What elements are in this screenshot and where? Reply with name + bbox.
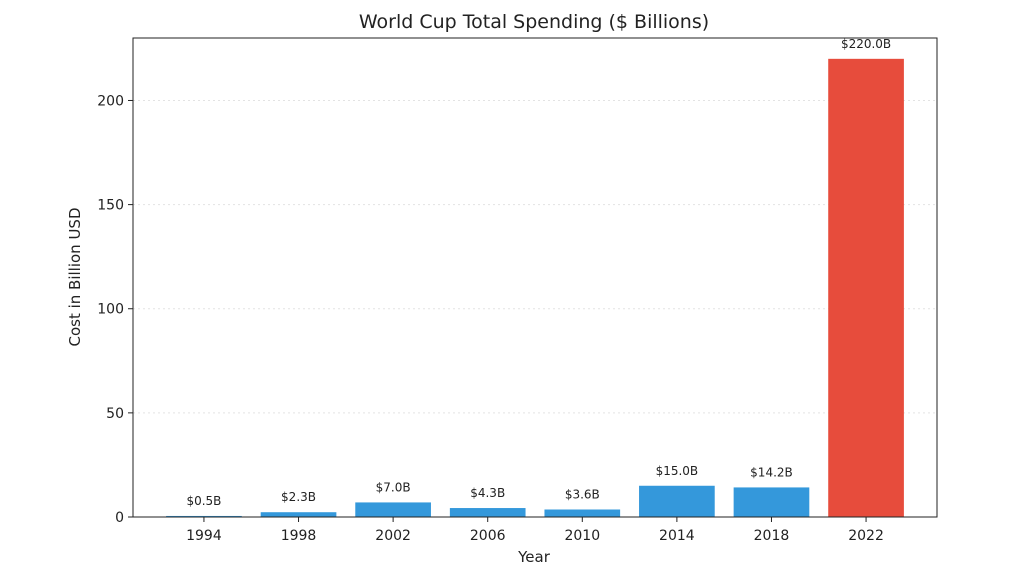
data-label-2006: $4.3B — [470, 486, 505, 500]
x-tick-label-2002: 2002 — [375, 528, 411, 544]
x-axis-ticks: 1994 1998 2002 2006 2010 2014 2018 2022 — [186, 517, 884, 544]
data-label-2018: $14.2B — [750, 465, 793, 479]
bar-2002 — [355, 502, 431, 517]
data-label-2022: $220.0B — [841, 37, 891, 51]
bar-2006 — [449, 508, 526, 517]
data-label-2002: $7.0B — [376, 480, 411, 494]
bar-2014 — [639, 485, 715, 517]
grid-lines — [133, 99, 937, 414]
y-tick-label: 150 — [97, 198, 124, 214]
y-tick-label: 50 — [106, 406, 124, 422]
x-tick-label-2022: 2022 — [848, 528, 884, 544]
y-axis-label: Cost in Billion USD — [66, 207, 84, 346]
data-label-2014: $15.0B — [656, 464, 699, 478]
bar-2022 — [828, 58, 904, 518]
data-label-2010: $3.6B — [565, 488, 600, 502]
bar-2018 — [733, 487, 810, 517]
chart-title: World Cup Total Spending ($ Billions) — [359, 11, 709, 33]
x-tick-label-1994: 1994 — [186, 528, 222, 544]
x-tick-label-1998: 1998 — [281, 528, 317, 544]
x-tick-label-2010: 2010 — [564, 528, 600, 544]
data-label-1998: $2.3B — [281, 490, 316, 504]
bars — [166, 58, 904, 518]
y-tick-label: 0 — [115, 510, 124, 526]
y-tick-label: 200 — [97, 93, 124, 109]
data-label-1994: $0.5B — [186, 494, 221, 508]
x-tick-label-2014: 2014 — [659, 528, 695, 544]
bar-1998 — [260, 512, 337, 517]
plot-frame — [132, 37, 938, 518]
y-axis-ticks: 0 50 100 150 200 — [97, 93, 133, 526]
y-tick-label: 100 — [97, 302, 124, 318]
data-labels: $0.5B $2.3B $7.0B $4.3B $3.6B $15.0B $14.2B $22… — [186, 37, 891, 508]
bar-1994 — [166, 515, 242, 517]
x-tick-label-2018: 2018 — [754, 528, 790, 544]
bar-2010 — [544, 509, 621, 517]
x-tick-label-2006: 2006 — [470, 528, 506, 544]
x-axis-label: Year — [517, 548, 551, 566]
